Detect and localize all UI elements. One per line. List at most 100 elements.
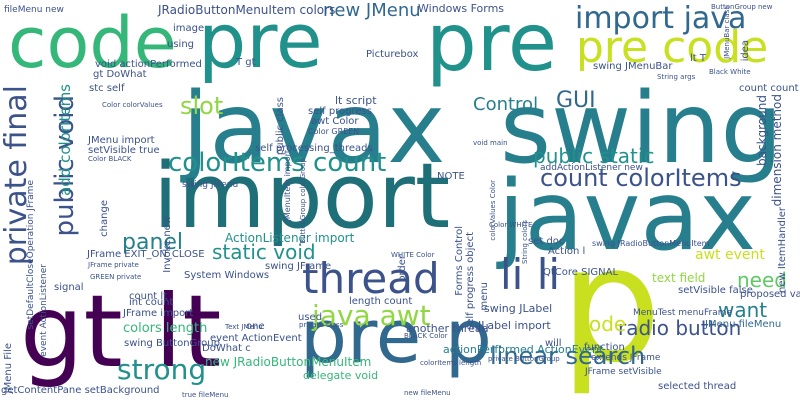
word-public-class: public class (275, 97, 286, 156)
word-awt-event: awt event (695, 247, 765, 263)
word-code-small: code (578, 312, 627, 336)
word-gt-lt: gt lt (20, 273, 222, 390)
word-event-ActionListener: event ActionListener (39, 264, 49, 357)
word-addActionListener-new: addActionListener new (540, 163, 643, 173)
word-Text-JMenu: Text JMenu (225, 323, 263, 331)
word-change: change (99, 200, 110, 237)
word-function: function (584, 342, 625, 353)
word-delegate-void: delegate void (303, 369, 379, 382)
word-count-colorItems: count colorItems (540, 164, 742, 192)
word-JFrame-import: JFrame import (123, 308, 194, 319)
word-colors-length: colors length (123, 321, 208, 336)
word-length-count: length count (349, 296, 413, 307)
word-will: will (545, 338, 562, 349)
word-GUI: GUI (556, 88, 596, 113)
word-pre-top: pre (198, 0, 323, 85)
word-JMenuBar-class: JMenuBar class (723, 6, 731, 59)
word-Forms-Control: Forms Control (454, 226, 465, 296)
word-private-class: private class (299, 321, 344, 329)
word-NOTE: NOTE (437, 171, 465, 182)
word-self-processing-threads: self processing_threads (255, 143, 373, 154)
word-String-args: String args (657, 73, 696, 81)
word-want: want (718, 298, 768, 322)
word-swing-JRadioButtonMenuItem: swing JRadioButtonMenuItem (592, 239, 710, 248)
word-Invoke-new: Invoke new (162, 216, 173, 273)
word-swing: swing (500, 72, 783, 186)
word-panel: panel (122, 230, 184, 255)
word-Windows-Forms: Windows Forms (418, 2, 505, 15)
word-GREEN-private: GREEN private (90, 273, 142, 281)
word-WHITE-Color: WHITE Color (391, 251, 435, 259)
word-using: using (167, 39, 195, 50)
word-getContentPane-setBackground: getContentPane setBackground (1, 385, 160, 396)
word-awt-Color: awt Color (311, 116, 359, 127)
word-radio-button: radio button (618, 316, 742, 340)
word-one: one (246, 321, 265, 332)
word-count-count: count count (739, 83, 799, 94)
word-linear-search: linear search (490, 342, 646, 370)
word-menu: menu (479, 282, 490, 311)
word-set-doc: set doc (528, 236, 565, 247)
word-stc-self: stc self (89, 83, 125, 94)
word-BLACK-Color: BLACK Color (404, 332, 448, 340)
word-setVisible-false: setVisible false (678, 285, 753, 296)
word-JFrame-private: JFrame private (88, 261, 139, 269)
word-need: need (737, 268, 787, 292)
word-add-colorItems: add colorItems (56, 84, 74, 196)
word-self-progress: self progress (308, 106, 373, 117)
word-javax-large: javax (182, 72, 446, 186)
word-strong: strong (117, 353, 207, 386)
word-public-static: public static (533, 144, 655, 168)
word-true-fileMenu: true fileMenu (182, 391, 229, 399)
word-order: order (397, 255, 408, 282)
word-swing-JMenuBar: swing JMenuBar (593, 61, 673, 72)
word-JFrame-EXIT-ON-CLOSE: JFrame EXIT_ON_CLOSE (87, 249, 205, 260)
word-new-JRadioButtonMenuItem: new JRadioButtonMenuItem (205, 355, 372, 369)
word-Action-l: Action l (548, 246, 586, 257)
word-colorItems-length: colorItems length (420, 359, 482, 367)
word-dimension-method: dimension method (770, 94, 784, 207)
word-new-fileMenu: new fileMenu (404, 389, 451, 397)
word-String-colors: String colors (521, 220, 529, 264)
word-import-java: import java (575, 1, 747, 36)
word-count-lt: count lt (129, 291, 168, 302)
word-li-li: li li (500, 250, 561, 299)
word-p-large: p (560, 211, 662, 398)
word-pre-p: pre p (300, 294, 492, 380)
word-setVisible-true: setVisible true (88, 145, 160, 156)
word-QtCore-SIGNAL: QtCore SIGNAL (543, 267, 619, 278)
word-Color-colorValues: Color colorValues (102, 101, 163, 109)
word-new-JMenu: new JMenu (323, 0, 421, 21)
word-JFrame-setVisible: JFrame setVisible (585, 367, 662, 377)
word-JMenuItem-import: JMenuItem import (283, 150, 292, 222)
word-fileMenu-new: fileMenu new (4, 5, 64, 15)
word-pre-top-right: pre (426, 0, 558, 89)
word-setDefaultCloseOperation: setDefaultCloseOperation JFrame (26, 180, 36, 330)
word-private-ButtonGroup: private ButtonGroup (488, 355, 560, 363)
word-Color-WHITE: Color WHITE (489, 221, 533, 229)
word-MenuTest-menuFrame: MenuTest menuFrame (633, 308, 733, 318)
word-background: background (755, 95, 769, 166)
word-actionPerformed-ActionEvent: actionPerformed ActionEvent (443, 343, 604, 356)
word-slot: slot (180, 92, 224, 120)
word-JMenu-File: JMenu File (3, 343, 14, 394)
word-Color-BLACK: Color BLACK (88, 155, 132, 163)
word-image: image (173, 23, 205, 34)
word-ButtonGroup-colorGroup: ButtonGroup colorGroup (299, 158, 307, 244)
word-thread: thread (302, 254, 440, 303)
word-idea: idea (740, 40, 751, 62)
word-pre-code: pre code (576, 22, 769, 73)
word-colorValues-Color: colorValues Color (489, 180, 497, 241)
word-extends-JFrame: extends JFrame (591, 353, 661, 363)
word-Control: Control (473, 94, 539, 115)
word-ActionListener-import: ActionListener import (225, 231, 355, 245)
word-ButtonGroup-new: ButtonGroup new (711, 3, 773, 11)
word-static-void: static void (212, 240, 316, 264)
word-void-main: void main (473, 139, 508, 147)
word-JMenu-import: JMenu import (88, 135, 155, 146)
word-Color-GREEN: Color GREEN (308, 127, 360, 136)
word-DoWhat-c: DoWhat c (202, 343, 251, 354)
word-lt-script: lt script (335, 94, 377, 107)
word-self-progress-object: self progress object (465, 232, 476, 331)
